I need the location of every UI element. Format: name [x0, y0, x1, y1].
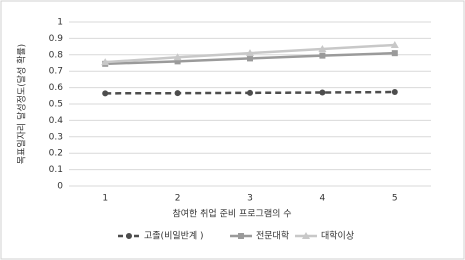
marker: [174, 58, 181, 65]
marker: [246, 49, 254, 57]
x-tick-label: 5: [392, 194, 398, 204]
marker: [173, 53, 182, 61]
marker: [101, 58, 110, 66]
y-tick-label: 0.9: [49, 34, 64, 44]
legend-label: 대학이상: [321, 231, 354, 242]
legend-label: 전문대학: [256, 231, 289, 242]
marker: [319, 52, 326, 59]
marker: [391, 89, 398, 96]
x-tick-label: 4: [320, 194, 326, 204]
marker: [238, 233, 244, 239]
y-tick-label: 0.8: [49, 50, 64, 60]
y-tick-label: 0.3: [49, 132, 63, 142]
marker: [390, 40, 399, 48]
marker: [391, 50, 398, 57]
x-tick-label: 3: [247, 194, 253, 204]
marker: [302, 232, 310, 239]
y-tick-label: 0.6: [49, 83, 64, 93]
marker: [247, 55, 253, 62]
x-axis-label: 참여한 취업 준비 프로그램의 수: [172, 208, 291, 220]
y-tick-label: 0.5: [49, 100, 63, 110]
marker: [318, 45, 327, 53]
y-tick-label: 0: [57, 182, 63, 192]
y-tick-label: 0.1: [49, 165, 63, 175]
marker: [102, 90, 109, 97]
y-tick-label: 0.4: [49, 116, 64, 126]
y-tick-label: 0.7: [49, 67, 63, 77]
marker: [247, 89, 253, 96]
marker: [174, 90, 181, 97]
legend-label: 고졸(비일반계 ): [144, 230, 204, 242]
y-axis-label: 목표일자리 달성정도(달성 확률): [16, 44, 28, 164]
x-tick-label: 1: [102, 194, 108, 204]
marker: [126, 233, 132, 239]
y-tick-label: 1: [57, 18, 63, 28]
y-tick-label: 0.2: [49, 149, 63, 159]
x-tick-label: 2: [175, 194, 181, 204]
marker: [319, 89, 326, 96]
